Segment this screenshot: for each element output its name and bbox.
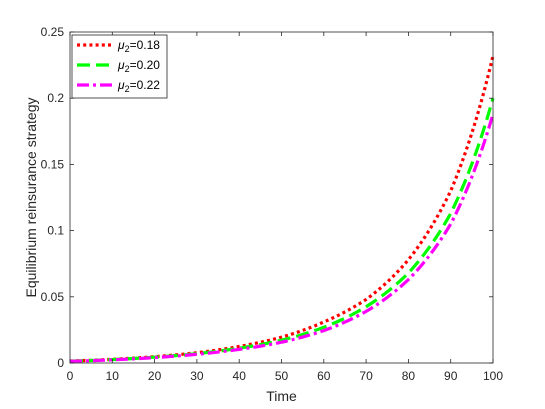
y-tick-label: 0.05 [41, 290, 65, 304]
x-tick-label: 80 [402, 369, 416, 383]
x-tick-label: 50 [275, 369, 289, 383]
y-axis-ticks: 0 0.05 0.1 0.15 0.2 0.25 [41, 25, 493, 370]
x-tick-label: 40 [233, 369, 247, 383]
legend-symbol: μ [117, 58, 125, 72]
legend-label: μ2=0.20 [117, 58, 160, 74]
series-line-1 [69, 97, 495, 363]
x-tick-label: 10 [106, 369, 120, 383]
legend-subscript: 2 [125, 44, 130, 54]
x-tick-label: 20 [148, 369, 162, 383]
legend-subscript: 2 [125, 64, 130, 74]
x-tick-label: 0 [67, 369, 74, 383]
y-tick-label: 0 [57, 356, 64, 370]
y-axis-title: Equilibrium reinsurance strategy [23, 98, 39, 298]
legend-value: =0.22 [130, 78, 161, 92]
x-axis-ticks: 0 10 20 30 40 50 60 70 80 90 100 [67, 32, 503, 383]
series-layer [69, 55, 495, 363]
legend-symbol: μ [117, 38, 125, 52]
series-line-2 [69, 113, 495, 363]
y-tick-label: 0.2 [47, 91, 64, 105]
legend-subscript: 2 [125, 84, 130, 94]
legend-label: μ2=0.22 [117, 78, 160, 94]
legend-label: μ2=0.18 [117, 38, 160, 54]
x-tick-label: 30 [190, 369, 204, 383]
x-axis-title: Time [266, 388, 297, 404]
legend-value: =0.20 [130, 58, 161, 72]
x-tick-label: 100 [483, 369, 503, 383]
x-tick-label: 60 [317, 369, 331, 383]
y-tick-label: 0.25 [41, 25, 65, 39]
legend-value: =0.18 [130, 38, 161, 52]
x-tick-label: 90 [444, 369, 458, 383]
legend-symbol: μ [117, 78, 125, 92]
y-tick-label: 0.15 [41, 157, 65, 171]
y-tick-label: 0.1 [47, 224, 64, 238]
x-tick-label: 70 [359, 369, 373, 383]
